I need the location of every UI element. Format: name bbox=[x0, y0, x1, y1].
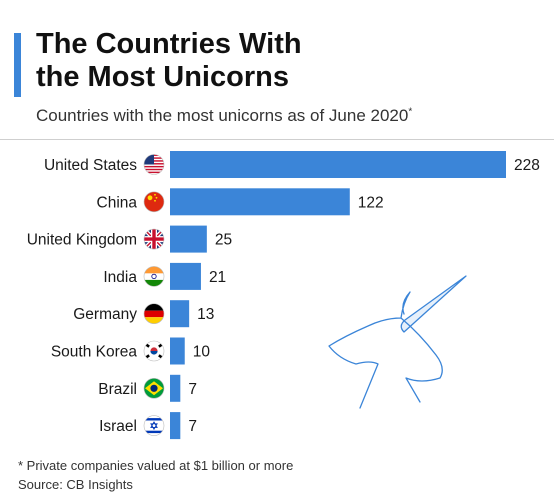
israel-flag-icon bbox=[143, 415, 165, 436]
bar bbox=[170, 374, 181, 402]
bar bbox=[170, 262, 201, 290]
bar bbox=[170, 188, 350, 216]
page-title: The Countries With the Most Unicorns bbox=[36, 28, 302, 94]
divider bbox=[0, 139, 554, 140]
brazil-flag-icon bbox=[143, 378, 165, 399]
accent-bar bbox=[14, 33, 21, 97]
subtitle: Countries with the most unicorns as of J… bbox=[36, 106, 412, 126]
category-label: South Korea bbox=[51, 344, 138, 361]
value-label: 10 bbox=[193, 344, 211, 361]
value-label: 7 bbox=[188, 418, 197, 435]
south-korea-flag-icon bbox=[143, 340, 165, 362]
category-label: United Kingdom bbox=[27, 232, 137, 249]
category-label: India bbox=[103, 269, 137, 286]
footnote: * Private companies valued at $1 billion… bbox=[18, 458, 294, 473]
bar-row-india: India 21 bbox=[103, 262, 226, 290]
category-label: Germany bbox=[73, 306, 137, 323]
bar-row-south-korea: South Korea 10 bbox=[51, 337, 211, 365]
value-label: 21 bbox=[209, 269, 226, 286]
value-label: 122 bbox=[358, 194, 384, 211]
india-flag-icon bbox=[143, 266, 165, 287]
category-label: Brazil bbox=[98, 381, 137, 398]
subtitle-footnote-mark: * bbox=[408, 106, 413, 118]
title-line-2: the Most Unicorns bbox=[36, 61, 289, 93]
bar-chart: United States 228 China 122 United Kingdom 25… bbox=[27, 151, 540, 440]
unicorn-illustration bbox=[328, 275, 467, 409]
value-label: 13 bbox=[197, 306, 214, 323]
us-flag-icon bbox=[143, 154, 165, 175]
source-note: Source: CB Insights bbox=[18, 477, 133, 492]
bar bbox=[170, 151, 506, 178]
bar-row-israel: Israel 7 bbox=[99, 412, 197, 440]
bar-row-brazil: Brazil 7 bbox=[98, 374, 197, 402]
bar bbox=[170, 337, 185, 365]
value-label: 7 bbox=[188, 381, 197, 398]
bar bbox=[170, 225, 207, 253]
bar bbox=[170, 300, 190, 328]
category-label: Israel bbox=[99, 418, 137, 435]
unicorn-head-outline bbox=[328, 291, 443, 409]
value-label: 228 bbox=[514, 157, 540, 174]
category-label: China bbox=[97, 194, 138, 211]
china-flag-icon bbox=[143, 191, 165, 213]
uk-flag-icon bbox=[143, 228, 165, 250]
subtitle-text: Countries with the most unicorns as of J… bbox=[36, 106, 409, 125]
value-label: 25 bbox=[215, 232, 232, 249]
unicorn-horn bbox=[400, 275, 467, 333]
category-label: United States bbox=[44, 157, 137, 174]
bar bbox=[170, 412, 181, 440]
bar-row-united-states: United States 228 bbox=[44, 151, 540, 178]
bar-row-germany: Germany 13 bbox=[73, 300, 214, 328]
bar-row-united-kingdom: United Kingdom 25 bbox=[27, 225, 232, 253]
bar-row-china: China 122 bbox=[97, 188, 384, 216]
germany-flag-icon bbox=[143, 303, 165, 324]
title-line-1: The Countries With bbox=[36, 28, 302, 60]
